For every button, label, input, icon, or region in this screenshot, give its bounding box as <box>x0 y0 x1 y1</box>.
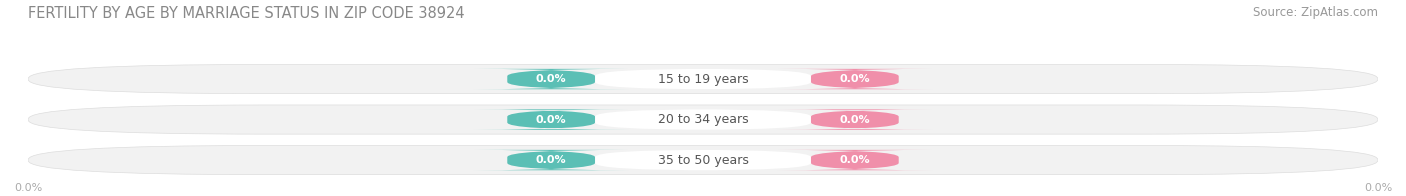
Text: 0.0%: 0.0% <box>839 74 870 84</box>
FancyBboxPatch shape <box>28 64 1378 94</box>
FancyBboxPatch shape <box>28 145 1378 175</box>
FancyBboxPatch shape <box>474 69 628 89</box>
Text: 0.0%: 0.0% <box>839 114 870 125</box>
Text: 15 to 19 years: 15 to 19 years <box>658 73 748 85</box>
Text: 0.0%: 0.0% <box>839 155 870 165</box>
FancyBboxPatch shape <box>778 109 932 130</box>
Text: Source: ZipAtlas.com: Source: ZipAtlas.com <box>1253 6 1378 19</box>
Text: 20 to 34 years: 20 to 34 years <box>658 113 748 126</box>
FancyBboxPatch shape <box>778 150 932 170</box>
FancyBboxPatch shape <box>595 109 811 130</box>
Text: 0.0%: 0.0% <box>536 114 567 125</box>
FancyBboxPatch shape <box>595 69 811 89</box>
FancyBboxPatch shape <box>474 150 628 170</box>
Text: 0.0%: 0.0% <box>536 74 567 84</box>
FancyBboxPatch shape <box>28 105 1378 134</box>
Text: FERTILITY BY AGE BY MARRIAGE STATUS IN ZIP CODE 38924: FERTILITY BY AGE BY MARRIAGE STATUS IN Z… <box>28 6 465 21</box>
Text: 0.0%: 0.0% <box>536 155 567 165</box>
FancyBboxPatch shape <box>474 109 628 130</box>
Text: 35 to 50 years: 35 to 50 years <box>658 154 748 167</box>
FancyBboxPatch shape <box>595 150 811 170</box>
FancyBboxPatch shape <box>778 69 932 89</box>
